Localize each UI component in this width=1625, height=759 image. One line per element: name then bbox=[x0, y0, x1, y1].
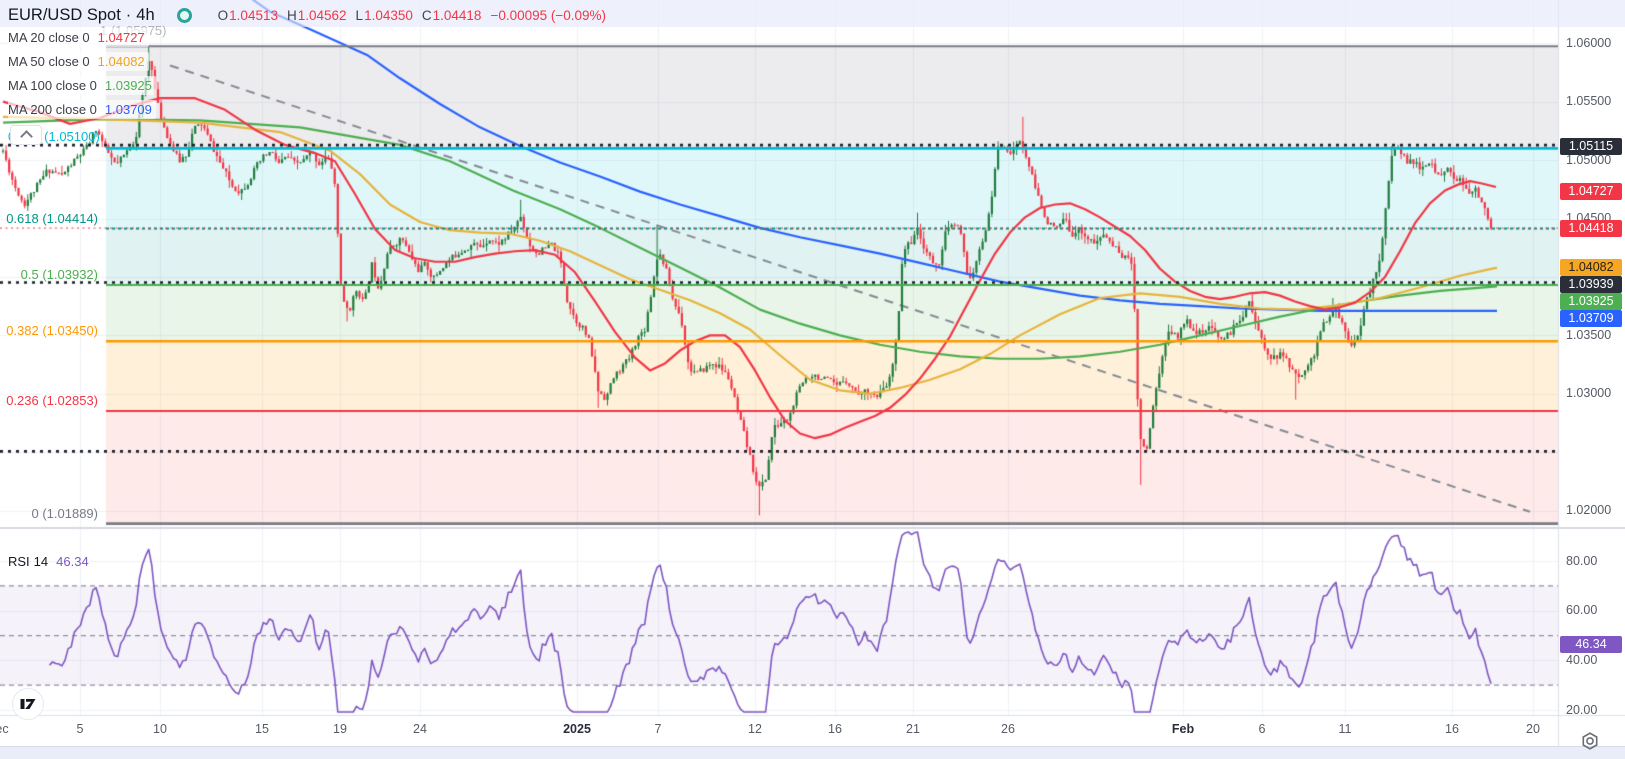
time-axis-tick: 10 bbox=[153, 722, 167, 736]
price-label-badge: 1.03939 bbox=[1560, 275, 1622, 293]
ohlc-readout: O 1.04513 H 1.04562 L 1.04350 C 1.04418 −0.0… bbox=[218, 8, 606, 23]
indicator-legend: MA 20 close 0 1.04727 MA 50 close 0 1.0408… bbox=[0, 28, 156, 124]
low-value: 1.04350 bbox=[364, 7, 413, 23]
price-label-badge: 1.04418 bbox=[1560, 219, 1622, 237]
open-value: 1.04513 bbox=[229, 7, 278, 23]
rsi-legend[interactable]: RSI 14 46.34 bbox=[8, 554, 89, 569]
market-status-icon[interactable] bbox=[176, 7, 192, 23]
rsi-value: 46.34 bbox=[56, 554, 89, 569]
time-axis-tick: ec bbox=[0, 722, 9, 736]
collapse-indicators-button[interactable] bbox=[10, 125, 42, 145]
fib-level-label: 0.382 (1.03450) bbox=[6, 323, 98, 339]
time-axis-tick: 2025 bbox=[563, 722, 591, 736]
time-axis-tick: 16 bbox=[828, 722, 842, 736]
time-axis-tick: 7 bbox=[654, 722, 662, 736]
ma-20-legend[interactable]: MA 20 close 0 1.04727 bbox=[8, 28, 156, 47]
close-value: 1.04418 bbox=[432, 7, 482, 23]
price-axis-tick: 1.06000 bbox=[1566, 35, 1612, 50]
ma-200-legend[interactable]: MA 200 close 0 1.03709 bbox=[8, 100, 156, 119]
ma-50-value: 1.04082 bbox=[97, 54, 145, 69]
time-axis-tick: 20 bbox=[1526, 722, 1540, 736]
ma-200-label: MA 200 close 0 bbox=[8, 102, 97, 117]
time-axis-tick: 21 bbox=[906, 722, 920, 736]
ma-100-value: 1.03925 bbox=[104, 78, 152, 93]
fib-level-label: 0 (1.01889) bbox=[31, 505, 99, 521]
ma-20-label: MA 20 close 0 bbox=[8, 30, 90, 45]
price-label-badge: 1.05115 bbox=[1560, 138, 1622, 156]
bottom-toolbar-strip bbox=[0, 746, 1625, 759]
rsi-value-badge: 46.34 bbox=[1560, 636, 1622, 654]
rsi-axis-tick: 20.00 bbox=[1566, 702, 1598, 717]
price-label-badge: 1.04727 bbox=[1560, 183, 1622, 201]
open-label: O bbox=[217, 7, 229, 23]
ma-50-label: MA 50 close 0 bbox=[8, 54, 90, 69]
time-axis-tick: 26 bbox=[1001, 722, 1015, 736]
price-label-badge: 1.04082 bbox=[1560, 258, 1622, 276]
ma-200-value: 1.03709 bbox=[104, 102, 152, 117]
time-axis-tick: 12 bbox=[748, 722, 762, 736]
ma-100-legend[interactable]: MA 100 close 0 1.03925 bbox=[8, 76, 156, 95]
price-axis-tick: 1.05000 bbox=[1566, 152, 1612, 167]
rsi-axis-tick: 40.00 bbox=[1566, 652, 1598, 667]
ma-100-label: MA 100 close 0 bbox=[8, 78, 97, 93]
time-axis-tick: 24 bbox=[413, 722, 427, 736]
time-axis-tick: Feb bbox=[1171, 722, 1195, 736]
price-axis-tick: 1.02000 bbox=[1566, 503, 1612, 518]
price-axis-tick: 1.03500 bbox=[1566, 327, 1612, 342]
low-label: L bbox=[355, 7, 364, 23]
tradingview-logo[interactable] bbox=[11, 687, 45, 721]
time-axis-tick: 19 bbox=[333, 722, 347, 736]
symbol-interval-separator: · bbox=[125, 5, 132, 24]
close-label: C bbox=[421, 7, 432, 23]
ma-20-value: 1.04727 bbox=[97, 30, 145, 45]
chart-header-strip bbox=[0, 0, 1625, 27]
chart-header: EUR/USD Spot · 4h O 1.04513 H 1.04562 L 1.0… bbox=[8, 4, 606, 26]
high-label: H bbox=[286, 7, 297, 23]
rsi-axis-tick: 60.00 bbox=[1566, 603, 1598, 618]
chevron-up-icon bbox=[19, 130, 33, 143]
price-label-badge: 1.03925 bbox=[1560, 292, 1622, 310]
rsi-title: RSI bbox=[8, 554, 30, 569]
rsi-period: 14 bbox=[33, 554, 49, 569]
symbol-title[interactable]: EUR/USD Spot bbox=[8, 5, 121, 24]
price-axis-tick: 1.03000 bbox=[1566, 386, 1612, 401]
time-axis-tick: 6 bbox=[1258, 722, 1266, 736]
time-axis-tick: 11 bbox=[1338, 722, 1352, 736]
rsi-axis-tick: 80.00 bbox=[1566, 553, 1598, 568]
interval-label[interactable]: 4h bbox=[136, 5, 155, 24]
axis-settings-icon[interactable] bbox=[1580, 731, 1600, 751]
time-axis-tick: 16 bbox=[1445, 722, 1459, 736]
time-axis-tick: 5 bbox=[76, 722, 84, 736]
change-value: −0.00095 (−0.09%) bbox=[490, 7, 607, 23]
price-axis-tick: 1.05500 bbox=[1566, 94, 1612, 109]
fib-level-label: 0.236 (1.02853) bbox=[6, 392, 98, 408]
fib-level-label: 0.618 (1.04414) bbox=[6, 210, 98, 226]
time-axis-tick: 15 bbox=[255, 722, 269, 736]
ma-50-legend[interactable]: MA 50 close 0 1.04082 bbox=[8, 52, 156, 71]
fib-level-label: 0.5 (1.03932) bbox=[20, 266, 98, 282]
price-label-badge: 1.03709 bbox=[1560, 309, 1622, 327]
high-value: 1.04562 bbox=[297, 7, 347, 23]
